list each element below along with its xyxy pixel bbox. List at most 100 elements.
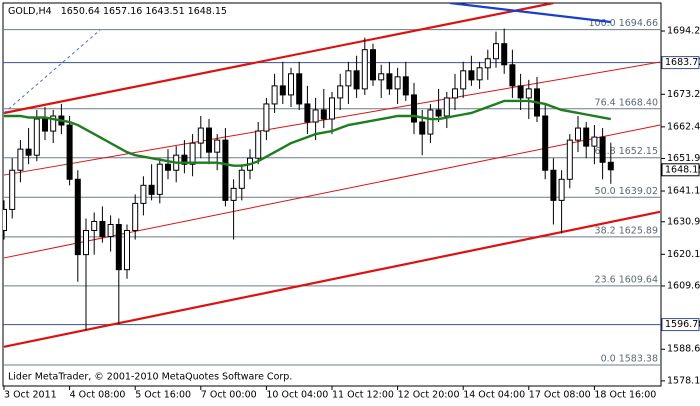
candle-body	[550, 169, 557, 201]
candle-body	[181, 154, 188, 165]
current-price-box	[661, 163, 700, 177]
y-tick-label: 1662.40	[667, 121, 700, 132]
candle-body	[452, 88, 458, 99]
candle-body	[320, 109, 327, 120]
candle-body	[132, 202, 139, 232]
levels-layer: 100.0 1694.66 76.4 1668.40 61.8 1652.15 50.…	[3, 18, 661, 366]
candle-body	[575, 127, 581, 141]
candle-body	[493, 43, 499, 60]
header: GOLD,H4 1650.64 1657.16 1643.51 1648.15	[8, 6, 227, 17]
y-tick-label: 1641.10	[667, 186, 700, 197]
x-tick-label: 12 Oct 20:00	[398, 390, 460, 401]
candle-body	[476, 67, 483, 81]
header-close: 1648.15	[188, 6, 227, 17]
candle-body	[17, 148, 24, 171]
candle-body	[140, 184, 147, 204]
footer: Lider MetaTrader, © 2001-2010 MetaQuotes…	[8, 372, 292, 383]
candle-body	[255, 130, 262, 159]
candle-body	[599, 136, 606, 163]
candle-body	[66, 124, 73, 180]
symbol: GOLD,H4	[8, 6, 52, 17]
candle-body	[386, 73, 393, 90]
level-box	[661, 56, 700, 70]
x-tick-label: 18 Oct 16:00	[594, 390, 656, 401]
candle-body	[329, 97, 335, 120]
current-price-label: 1648.15	[665, 164, 700, 175]
candle-body	[263, 103, 270, 132]
candle-body	[271, 85, 278, 105]
candle-body	[115, 223, 122, 271]
y-tick-label: 1673.20	[667, 89, 700, 100]
fibo-label: 23.6 1609.64	[595, 274, 658, 285]
candle-body	[558, 178, 565, 201]
candle-body	[279, 85, 286, 96]
moving-average	[4, 99, 612, 167]
candle-body	[427, 109, 434, 135]
candle-body	[312, 109, 319, 123]
fibo-label: 0.0 1583.38	[601, 353, 658, 364]
candle-body	[99, 220, 106, 238]
candle-body	[378, 73, 385, 81]
trendline	[449, 3, 611, 24]
candle-body	[189, 142, 196, 165]
candle-body	[50, 115, 57, 132]
trendline-layer	[3, 3, 661, 348]
candle-body	[525, 88, 532, 99]
x-tick-label: 17 Oct 08:00	[529, 390, 591, 401]
candle-body	[165, 163, 171, 171]
candle-body	[460, 70, 467, 90]
candle-body	[296, 73, 303, 105]
candle-body	[411, 94, 417, 123]
fibo-label: 38.2 1625.89	[595, 225, 658, 236]
level-label: 1596.78	[665, 319, 700, 330]
header-low: 1643.51	[145, 6, 184, 17]
candle-body	[591, 136, 598, 147]
level-label: 1683.72	[665, 57, 700, 68]
header-open: 1650.64	[61, 6, 100, 17]
candle-body	[304, 103, 311, 123]
candle-body	[353, 70, 360, 90]
y-tick-label: 1651.90	[667, 153, 700, 164]
candle-body	[468, 70, 475, 81]
candle-body	[148, 184, 155, 195]
level-box	[661, 318, 700, 332]
candle-body	[197, 127, 204, 144]
candle-body	[83, 230, 89, 256]
candle-body	[370, 49, 376, 81]
candle-body	[91, 220, 98, 232]
x-tick-label: 14 Oct 04:00	[463, 390, 525, 401]
x-tick-label: 5 Oct 16:00	[135, 390, 191, 401]
trendline	[3, 210, 661, 348]
candle-body	[230, 187, 237, 201]
y-tick-label: 1620.10	[667, 249, 700, 260]
candle-body	[107, 223, 114, 238]
candle-body	[238, 169, 245, 189]
candle-body	[222, 139, 229, 201]
candle-body	[74, 178, 81, 256]
axis-layer: 1694.20 1673.20 1662.40 1651.90 1641.10 1630.…	[3, 26, 700, 401]
fibo-label: 50.0 1639.02	[595, 186, 658, 197]
candle-body	[25, 148, 32, 156]
candle-body	[345, 70, 352, 87]
candle-body	[394, 76, 401, 90]
trendline	[3, 3, 554, 115]
candle-body	[583, 127, 590, 147]
fibo-label: 76.4 1668.40	[595, 97, 658, 108]
candle-body	[509, 64, 516, 87]
x-tick-label: 11 Oct 12:00	[332, 390, 394, 401]
ma-layer	[4, 99, 612, 167]
header-high: 1657.16	[103, 6, 142, 17]
fibo-label: 61.8 1652.15	[595, 146, 658, 157]
candle-body	[337, 85, 344, 99]
candle-body	[206, 127, 212, 153]
candle-body	[361, 49, 368, 90]
candle-body	[402, 76, 409, 96]
y-tick-label: 1578.10	[667, 375, 700, 386]
y-tick-label: 1694.20	[667, 26, 700, 37]
x-tick-label: 7 Oct 00:00	[201, 390, 257, 401]
candle-body	[419, 121, 426, 135]
candle-body	[501, 43, 508, 66]
candle-body	[443, 97, 450, 117]
